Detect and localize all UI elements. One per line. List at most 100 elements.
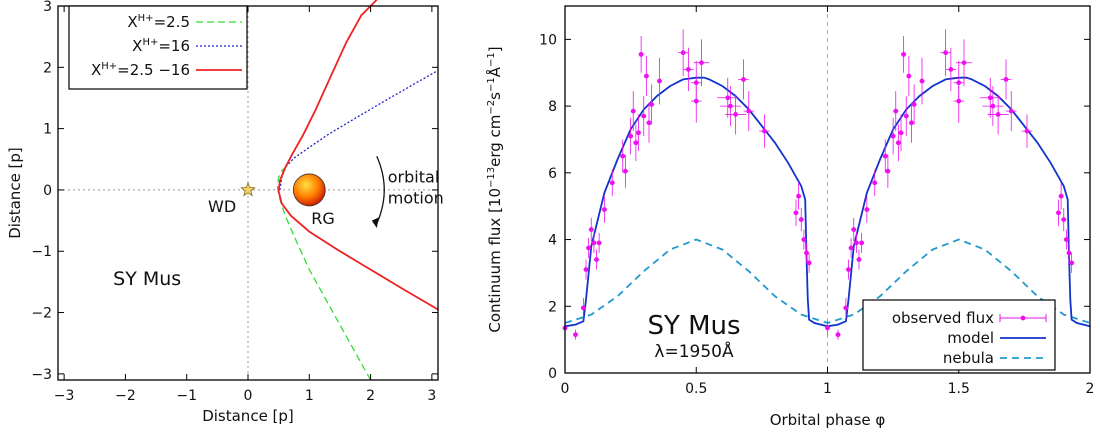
left-y-axis-label: Distance [p] [6, 147, 24, 239]
observed-flux-point [638, 36, 644, 73]
observed-flux-point [1058, 182, 1064, 210]
observed-flux-point [1066, 242, 1072, 263]
right-x-tick-label: 1 [823, 381, 832, 397]
red-giant-sphere-marker [292, 173, 326, 207]
data-point [1058, 193, 1064, 199]
data-point [851, 227, 857, 232]
data-point [601, 207, 607, 212]
observed-flux-point [940, 29, 951, 77]
data-point [657, 78, 662, 84]
data-point [1063, 237, 1069, 242]
right-y-tick-label: 8 [548, 99, 557, 115]
data-point [961, 60, 967, 66]
observed-flux-point [835, 329, 841, 340]
right-legend-entry-label: observed flux [892, 309, 994, 327]
data-point [885, 168, 891, 174]
right-y-tick-label: 0 [548, 366, 557, 382]
observed-flux-point [803, 242, 810, 263]
ylabel-part-1: Continuum flux [10 [486, 188, 504, 333]
left-series-group [276, 0, 439, 381]
observed-flux-point [635, 114, 642, 152]
data-point [685, 66, 691, 72]
ylabel-part-2: erg cm [486, 115, 504, 167]
observed-flux-point [649, 84, 655, 125]
observed-flux-point [588, 217, 594, 242]
legend-symbol-value: =16 [158, 37, 190, 55]
data-point [793, 210, 799, 216]
data-point [806, 260, 812, 266]
observed-flux-point [859, 232, 865, 253]
rg-label: RG [311, 209, 335, 228]
right-x-axis-label: Orbital phase φ [770, 411, 886, 429]
right-y-tick-label: 2 [548, 299, 557, 315]
data-point [609, 180, 615, 186]
observed-flux-point [890, 117, 896, 155]
right-y-tick-label: 6 [548, 166, 557, 182]
left-y-tick-label: 2 [43, 60, 52, 76]
observed-flux-point [1069, 252, 1075, 273]
observed-flux-point [853, 232, 859, 253]
data-point [588, 227, 594, 232]
left-markers-group: WD RG [208, 173, 335, 228]
data-point [746, 108, 752, 114]
observed-flux-point [982, 86, 1004, 127]
wd-label: WD [208, 197, 236, 216]
legend-point-sample [1020, 315, 1026, 321]
left-x-tick-label: 2 [366, 388, 375, 404]
data-point [893, 108, 899, 114]
observed-flux-point [677, 29, 689, 77]
right-observed-points [562, 29, 1075, 340]
data-point [573, 332, 578, 338]
data-point [1024, 128, 1030, 134]
observed-flux-point [693, 39, 710, 87]
data-point [680, 50, 686, 56]
data-point [622, 168, 628, 174]
left-panel: WD RG −3 −2 −1 0 1 2 3 −3 −2 −1 0 1 2 3 SY Mus Distanc… [6, 0, 444, 425]
observed-flux-point [872, 169, 878, 197]
observed-flux-point [646, 102, 652, 143]
observed-flux-point [911, 84, 917, 125]
observed-flux-point [743, 91, 754, 132]
observed-flux-point [864, 196, 870, 223]
data-point [798, 217, 804, 222]
observed-flux-point [609, 169, 615, 197]
left-x-tick-label: −3 [54, 388, 75, 404]
left-ticks-group: −3 −2 −1 0 1 2 3 −3 −2 −1 0 1 2 3 [31, 0, 438, 404]
data-point [895, 140, 901, 146]
data-point [1061, 217, 1067, 222]
data-point [848, 245, 854, 251]
right-chart-title: SY Mus [647, 311, 740, 341]
observed-flux-point [738, 59, 749, 100]
left-y-tick-label: −2 [31, 306, 52, 322]
legend-symbol-base: X [91, 61, 101, 79]
data-point [804, 250, 809, 256]
ylabel-part-5: ] [486, 46, 504, 52]
observed-flux-point [641, 96, 647, 137]
observed-flux-point [643, 56, 649, 97]
observed-flux-point [793, 199, 799, 227]
curve-xh-2-5-to-16 [277, 0, 439, 311]
observed-flux-point [908, 102, 915, 143]
observed-flux-point [1006, 91, 1017, 132]
right-panel: 0 0.5 1 1.5 2 0 2 4 6 8 10 SY Mus λ=1950Å Orbital … [485, 5, 1094, 429]
observed-flux-point [759, 114, 770, 148]
legend-symbol-sup: H+ [138, 13, 154, 24]
data-point [864, 207, 870, 212]
observed-flux-point [572, 329, 579, 340]
data-point [911, 102, 917, 107]
observed-flux-point [630, 91, 636, 132]
observed-flux-point [798, 207, 804, 232]
data-point [990, 103, 996, 109]
observed-flux-point [856, 249, 862, 270]
data-point [741, 77, 746, 82]
observed-flux-point [593, 249, 600, 270]
observed-flux-point [953, 79, 964, 123]
ylabel-exp-3: −1 [486, 77, 497, 92]
legend-symbol-value: =2.5 [154, 13, 190, 31]
data-point [943, 50, 949, 56]
observed-flux-point [824, 321, 831, 335]
right-x-tick-label: 0 [561, 381, 570, 397]
data-point [987, 95, 993, 101]
observed-flux-point [633, 124, 639, 162]
